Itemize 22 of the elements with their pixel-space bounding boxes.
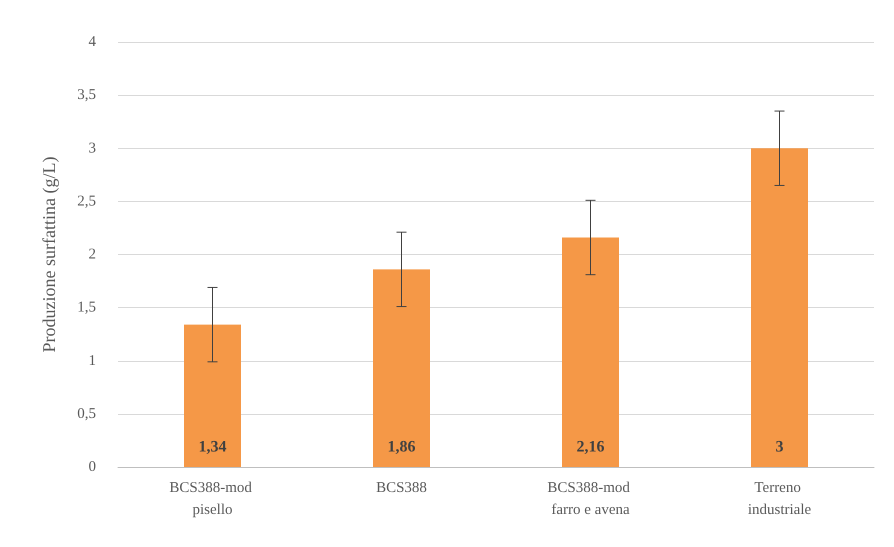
y-tick-label: 1,5 (77, 300, 96, 316)
data-label: 2,16 (576, 438, 604, 456)
bar (751, 148, 808, 467)
y-tick-label: 2 (88, 246, 96, 262)
bar (562, 238, 619, 467)
x-tick-label: BCS388 (376, 480, 427, 496)
data-label: 1,34 (198, 438, 226, 456)
x-tick-label: BCS388-mod farro e avena (547, 480, 634, 518)
y-tick-label: 4 (88, 34, 96, 50)
bar (373, 269, 430, 467)
bar (184, 324, 241, 467)
y-axis-title: Produzione surfattina (g/L) (39, 156, 59, 352)
y-tick-label: 0,5 (77, 406, 96, 422)
y-tick-label: 0 (88, 459, 96, 475)
data-label: 3 (776, 438, 784, 456)
y-tick-label: 1 (88, 352, 96, 369)
x-tick-label: Terreno industriale (748, 480, 812, 518)
data-label: 1,86 (388, 438, 416, 456)
y-tick-label: 3 (88, 140, 96, 156)
y-tick-label: 3,5 (77, 87, 96, 104)
x-tick-label: BCS388-mod pisello (169, 480, 256, 518)
y-tick-label: 2,5 (77, 193, 96, 210)
